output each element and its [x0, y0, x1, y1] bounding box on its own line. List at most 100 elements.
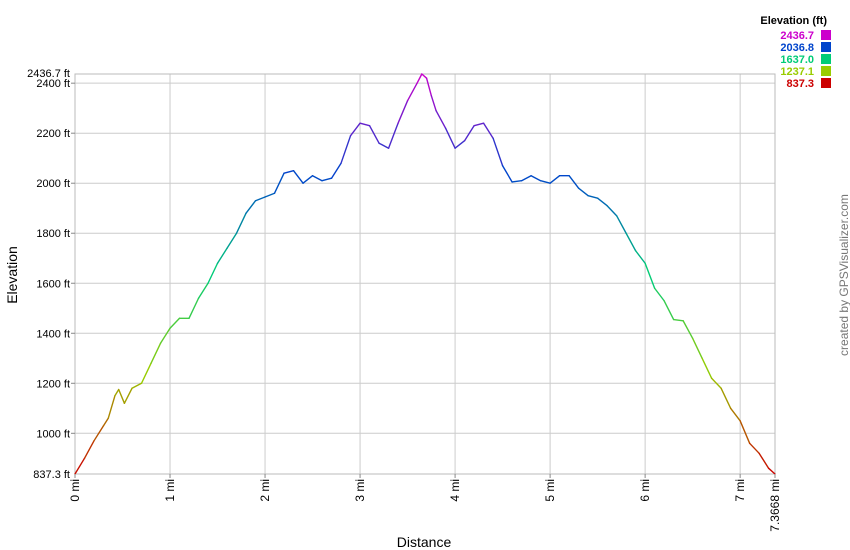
legend-title: Elevation (ft)	[760, 15, 827, 27]
elevation-segment	[520, 175, 532, 182]
elevation-segment	[473, 122, 485, 127]
elevation-segment	[482, 122, 494, 139]
y-tick-label: 1800 ft	[36, 228, 70, 240]
y-min-label: 837.3 ft	[33, 469, 70, 481]
elevation-segment	[406, 82, 418, 102]
y-axis-title: Elevation	[4, 246, 20, 304]
elevation-segment	[653, 287, 665, 302]
x-tick-label: 6 mi	[638, 479, 652, 502]
elevation-segment	[292, 170, 304, 184]
elevation-segment	[430, 94, 437, 112]
elevation-segment	[568, 175, 580, 189]
elevation-segment	[739, 420, 751, 445]
elevation-segment	[83, 440, 95, 460]
elevation-segment	[596, 197, 608, 207]
elevation-segment	[710, 377, 722, 389]
elevation-profile-line	[74, 73, 776, 475]
x-tick-label: 7 mi	[733, 479, 747, 502]
elevation-segment	[283, 170, 295, 174]
elevation-segment	[511, 180, 523, 183]
elevation-segment	[102, 417, 109, 427]
y-tick-label: 2000 ft	[36, 178, 70, 190]
elevation-segment	[123, 387, 133, 404]
elevation-segment	[93, 425, 105, 442]
x-axis-ticks: 0 mi 1 mi 2 mi 3 mi 4 mi 5 mi 6 mi 7 mi 7.3668 m…	[68, 474, 782, 532]
elevation-segment	[606, 205, 618, 217]
elevation-segment	[368, 124, 380, 144]
elevation-segment	[273, 172, 285, 194]
elevation-segment	[131, 382, 143, 389]
elevation-segment	[378, 142, 390, 149]
elevation-segment	[767, 467, 776, 475]
elevation-segment	[421, 73, 428, 79]
legend-swatch	[821, 78, 831, 88]
x-tick-label: 0 mi	[68, 479, 82, 502]
y-tick-label: 1200 ft	[36, 378, 70, 390]
elevation-segment	[758, 452, 770, 470]
elevation-segment	[729, 407, 741, 422]
elevation-segment	[197, 282, 209, 299]
legend-label: 837.3	[786, 78, 814, 90]
legend-label: 2036.8	[780, 42, 814, 54]
grid	[74, 74, 775, 474]
elevation-segment	[492, 137, 504, 167]
elevation-segment	[359, 122, 371, 127]
elevation-segment	[549, 175, 561, 184]
elevation-segment	[264, 192, 276, 198]
legend-swatch	[821, 42, 831, 52]
elevation-segment	[416, 73, 423, 84]
elevation-segment	[501, 165, 513, 183]
elevation-segment	[216, 247, 228, 264]
x-tick-label: 5 mi	[543, 479, 557, 502]
elevation-segment	[321, 177, 333, 182]
elevation-segment	[663, 300, 675, 321]
plot-frame	[74, 73, 776, 475]
elevation-segment	[634, 250, 646, 264]
elevation-segment	[625, 232, 637, 252]
x-axis-title: Distance	[397, 534, 452, 550]
legend-swatch	[821, 30, 831, 40]
elevation-segment	[118, 388, 126, 404]
elevation-segment	[169, 317, 181, 329]
elevation-segment	[748, 442, 760, 455]
legend-label: 2436.7	[780, 30, 814, 42]
x-tick-label: 2 mi	[258, 479, 272, 502]
elevation-segment	[340, 134, 352, 164]
y-tick-label: 1000 ft	[36, 428, 70, 440]
elevation-segment	[425, 77, 433, 97]
legend-label: 1637.0	[780, 54, 814, 66]
y-tick-label: 2400 ft	[36, 78, 70, 90]
elevation-segment	[672, 318, 684, 322]
elevation-segment	[644, 262, 656, 289]
elevation-segment	[435, 109, 447, 129]
y-tick-label: 1600 ft	[36, 278, 70, 290]
elevation-segment	[159, 327, 171, 344]
elevation-segment	[444, 127, 456, 149]
elevation-segment	[691, 337, 703, 359]
elevation-segment	[387, 122, 399, 149]
elevation-segment	[397, 99, 409, 124]
elevation-segment	[530, 175, 542, 182]
legend-swatch	[821, 54, 831, 64]
elevation-segment	[226, 232, 238, 249]
elevation-segment	[150, 342, 162, 364]
elevation-segment	[74, 457, 86, 475]
elevation-segment	[235, 212, 247, 234]
x-tick-label: 4 mi	[448, 479, 462, 502]
legend: Elevation (ft) 2436.72036.81637.01237.18…	[760, 15, 831, 90]
elevation-segment	[254, 196, 266, 202]
elevation-segment	[107, 395, 116, 420]
elevation-segment	[577, 187, 589, 197]
elevation-segment	[463, 124, 475, 142]
x-end-label: 7.3668 mi	[768, 479, 782, 532]
elevation-segment	[302, 175, 314, 184]
elevation-segment	[720, 387, 732, 410]
elevation-segment	[454, 140, 466, 149]
elevation-segment	[615, 215, 627, 234]
elevation-segment	[701, 357, 713, 379]
credit-text: created by GPSVisualizer.com	[837, 194, 850, 356]
y-tick-label: 1400 ft	[36, 328, 70, 340]
